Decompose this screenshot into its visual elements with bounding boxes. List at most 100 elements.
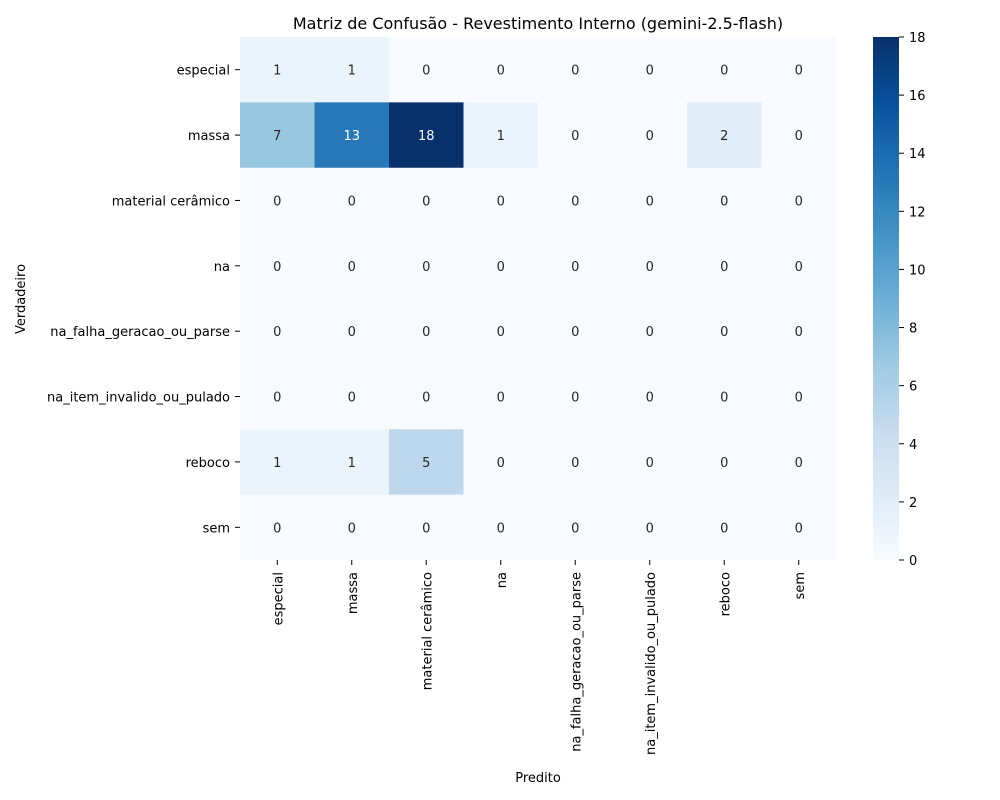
- heatmap-cell: [314, 363, 390, 430]
- y-tick-label: sem: [203, 521, 230, 536]
- cell-value-label: 0: [571, 325, 579, 340]
- heatmap-cell: [389, 102, 464, 169]
- heatmap-cell: [612, 37, 688, 103]
- cell-value-label: 0: [720, 194, 728, 209]
- heatmap-cell: [389, 494, 464, 561]
- heatmap-cell: [687, 37, 762, 103]
- y-axis-label: Verdadeiro: [14, 264, 29, 334]
- heatmap-cell: [463, 429, 539, 496]
- x-tick-label: sem: [793, 572, 808, 599]
- cell-value-label: 0: [720, 64, 728, 79]
- cell-value-label: 0: [646, 391, 654, 406]
- colorbar-tick-label: 14: [909, 147, 926, 162]
- heatmap-cell: [389, 298, 464, 365]
- colorbar-tick-label: 2: [909, 496, 917, 511]
- cell-value-label: 0: [571, 129, 579, 144]
- cell-value-label: 0: [646, 456, 654, 471]
- colorbar-ticks: 0 2 4 6 8 10 12 14 16 18: [899, 31, 926, 569]
- colorbar-tick-label: 6: [909, 380, 917, 395]
- heatmap-cell: [314, 102, 390, 169]
- colorbar-tick-label: 16: [909, 89, 926, 104]
- heatmap-cell: [389, 233, 464, 299]
- cell-value-label: 0: [497, 260, 505, 275]
- heatmap-cell: [761, 494, 837, 561]
- heatmap-cell: [389, 429, 464, 496]
- cell-value-label: 0: [348, 260, 356, 275]
- colorbar-tick-label: 18: [909, 31, 926, 46]
- heatmap-cell: [612, 363, 688, 430]
- heatmap-cell: [761, 363, 837, 430]
- y-tick-label: reboco: [186, 456, 230, 471]
- cell-value-label: 0: [571, 521, 579, 536]
- cell-value-label: 0: [571, 64, 579, 79]
- cell-value-label: 0: [273, 325, 281, 340]
- heatmap-cell: [612, 298, 688, 365]
- x-tick-label: reboco: [718, 572, 733, 616]
- cell-value-label: 0: [720, 260, 728, 275]
- heatmap-cell: [314, 167, 390, 234]
- cell-value-label: 0: [348, 194, 356, 209]
- heatmap-cell: [314, 298, 390, 365]
- cell-value-label: 0: [795, 456, 803, 471]
- cell-value-label: 0: [795, 260, 803, 275]
- heatmap-cell: [761, 102, 837, 169]
- heatmap-cell: [314, 429, 390, 496]
- cell-value-label: 1: [348, 64, 356, 79]
- cell-value-label: 0: [720, 521, 728, 536]
- heatmap-cell: [240, 37, 315, 103]
- heatmap-cell: [687, 363, 762, 430]
- heatmap-cell: [240, 233, 315, 299]
- heatmap-cell: [538, 102, 613, 169]
- cell-value-label: 0: [422, 194, 430, 209]
- cell-value-label: 5: [422, 456, 430, 471]
- x-tick-label: na_item_invalido_ou_pulado: [644, 572, 659, 755]
- x-tick-label: especial: [271, 572, 286, 625]
- heatmap-cell: [389, 167, 464, 234]
- colorbar-tick-label: 0: [909, 554, 917, 569]
- heatmap-cell: [463, 37, 539, 103]
- y-tick-labels: especial massa material cerâmico na na_falha…: [47, 64, 240, 536]
- heatmap-cell: [538, 494, 613, 561]
- cell-value-label: 1: [348, 456, 356, 471]
- y-tick-label: na_item_invalido_ou_pulado: [47, 391, 230, 406]
- cell-value-label: 0: [348, 521, 356, 536]
- cell-value-label: 0: [273, 391, 281, 406]
- x-tick-label: material cerâmico: [420, 572, 435, 690]
- heatmap-cell: [761, 298, 837, 365]
- cell-value-label: 0: [348, 325, 356, 340]
- y-tick-label: especial: [177, 64, 230, 79]
- cell-value-label: 0: [720, 391, 728, 406]
- heatmap-cell: [240, 298, 315, 365]
- colorbar-tick-label: 4: [909, 438, 917, 453]
- heatmap-cell: [687, 102, 762, 169]
- cell-value-label: 0: [646, 260, 654, 275]
- cell-value-label: 0: [422, 325, 430, 340]
- cell-value-label: 0: [273, 194, 281, 209]
- cell-value-label: 0: [497, 194, 505, 209]
- x-tick-label: massa: [346, 572, 361, 614]
- cell-value-label: 0: [795, 325, 803, 340]
- cell-value-label: 0: [720, 325, 728, 340]
- heatmap-cell: [240, 167, 315, 234]
- heatmap-cell: [612, 102, 688, 169]
- cell-value-label: 0: [497, 391, 505, 406]
- y-tick-label: material cerâmico: [112, 194, 230, 209]
- cell-value-label: 0: [571, 456, 579, 471]
- heatmap-cell: [687, 429, 762, 496]
- cell-value-label: 18: [418, 129, 435, 144]
- cell-value-label: 0: [646, 325, 654, 340]
- cell-value-label: 0: [497, 521, 505, 536]
- heatmap-cell: [389, 363, 464, 430]
- heatmap-cell: [463, 494, 539, 561]
- heatmap-cell: [761, 167, 837, 234]
- cell-value-label: 13: [343, 129, 360, 144]
- cell-value-label: 0: [646, 194, 654, 209]
- colorbar: [873, 37, 899, 560]
- cell-value-label: 0: [497, 325, 505, 340]
- cell-value-label: 0: [795, 521, 803, 536]
- heatmap-cell: [240, 429, 315, 496]
- heatmap-cell: [612, 233, 688, 299]
- heatmap-cell: [314, 37, 390, 103]
- y-tick-label: na: [214, 260, 230, 275]
